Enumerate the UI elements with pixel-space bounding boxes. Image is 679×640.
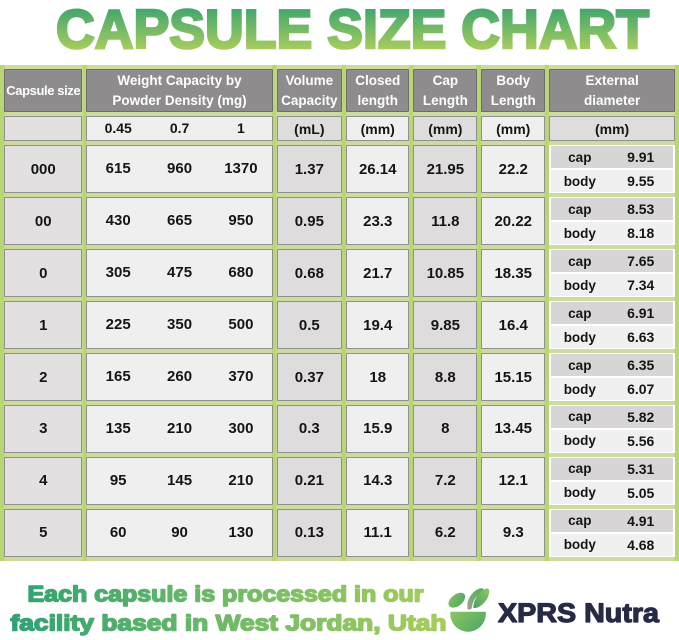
svg-text:XPRS Nutra: XPRS Nutra: [498, 598, 660, 628]
svg-text:Each capsule is processed in o: Each capsule is processed in our: [28, 582, 424, 607]
svg-text:CAPSULE SIZE CHART: CAPSULE SIZE CHART: [56, 0, 649, 60]
svg-text:facility based in West Jordan,: facility based in West Jordan, Utah: [11, 611, 447, 636]
